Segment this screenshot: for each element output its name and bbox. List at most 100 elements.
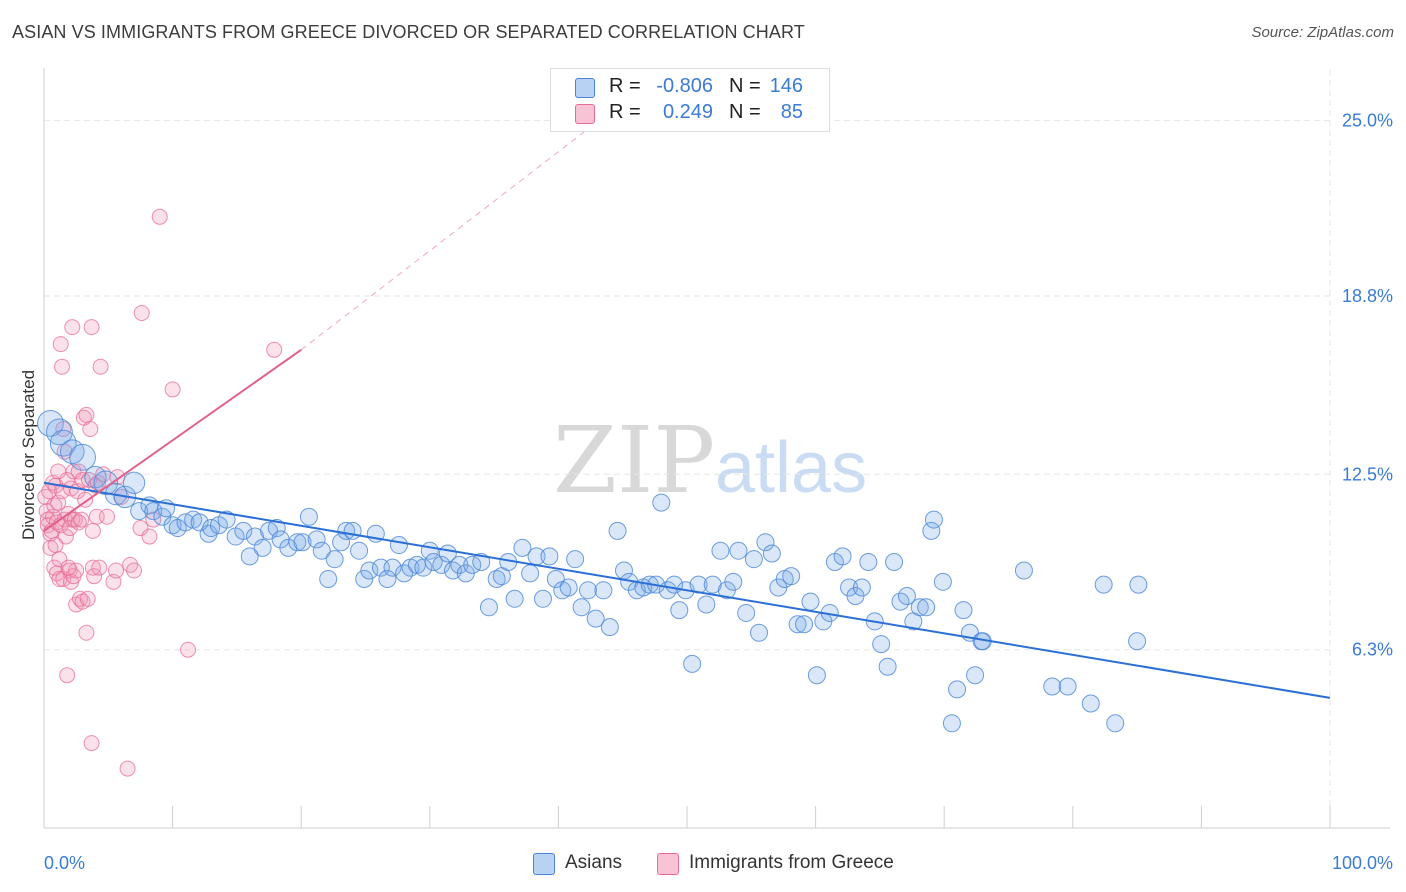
asian-point xyxy=(343,521,362,540)
source-note: Source: ZipAtlas.com xyxy=(1251,24,1394,41)
y-tick-labels: 6.3% 12.5% 18.8% 25.0% xyxy=(1342,111,1393,660)
asian-point xyxy=(1043,677,1062,696)
asian-point xyxy=(332,533,351,552)
greece-point xyxy=(78,406,95,423)
asian-point xyxy=(1058,677,1077,696)
asian-point xyxy=(737,603,756,622)
asian-point xyxy=(948,680,967,699)
asian-point xyxy=(566,550,585,569)
asian-point xyxy=(521,564,540,583)
asian-point xyxy=(1081,694,1100,713)
asian-point xyxy=(724,572,743,591)
asians-legend-label: Asians xyxy=(565,852,623,873)
greece-point xyxy=(84,559,101,576)
asian-point xyxy=(546,569,565,588)
asian-point xyxy=(46,418,73,446)
greece-point xyxy=(52,336,69,353)
asian-point xyxy=(240,547,259,566)
asian-point xyxy=(807,666,826,685)
greece-point xyxy=(141,528,158,545)
asian-point xyxy=(942,714,961,733)
greece-point xyxy=(133,305,150,322)
asian-point xyxy=(217,510,236,529)
asian-point xyxy=(414,558,433,577)
asian-point xyxy=(756,533,775,552)
asian-point xyxy=(378,569,397,588)
greece-point xyxy=(86,568,103,585)
greece-point xyxy=(266,341,283,358)
greece-trend-line xyxy=(43,348,302,532)
y-tick-label: 18.8% xyxy=(1342,286,1393,306)
asian-points xyxy=(37,409,1148,733)
asian-point xyxy=(383,558,402,577)
greece-point xyxy=(54,358,71,375)
asian-point xyxy=(312,541,331,560)
n-value: 85 xyxy=(780,101,803,123)
n-value: 146 xyxy=(769,75,803,97)
r-value: -0.806 xyxy=(656,75,713,97)
asian-point xyxy=(878,657,897,676)
asian-point xyxy=(505,589,524,608)
asian-point xyxy=(307,530,326,549)
greece-point xyxy=(64,319,81,336)
asian-point xyxy=(472,553,491,572)
asian-trend-line xyxy=(43,481,1331,699)
greece-point xyxy=(79,590,96,607)
watermark-atlas: atlas xyxy=(715,428,867,508)
greece-point xyxy=(73,511,90,528)
n-label: N = xyxy=(729,101,761,123)
y-tick-label: 6.3% xyxy=(1352,640,1393,660)
greece-point xyxy=(180,641,197,658)
r-label: R = xyxy=(609,101,641,123)
asian-point xyxy=(389,536,408,555)
asian-point xyxy=(1106,714,1125,733)
asian-point xyxy=(1014,561,1033,580)
greece-point xyxy=(108,562,125,579)
asian-point xyxy=(69,443,96,471)
greece-point xyxy=(78,624,95,641)
greece-point xyxy=(60,559,77,576)
asian-point xyxy=(479,598,498,617)
asian-point xyxy=(594,581,613,600)
greece-swatch xyxy=(575,104,595,124)
greece-legend-swatch xyxy=(657,853,679,875)
asian-point xyxy=(795,615,814,634)
legend-row-asians: R = -0.806 N = 146 xyxy=(551,75,829,101)
y-tick-label: 25.0% xyxy=(1342,111,1393,131)
grid-lines xyxy=(44,70,1331,828)
r-value: 0.249 xyxy=(662,101,713,123)
asian-point xyxy=(122,471,146,494)
asian-point xyxy=(924,510,943,529)
asian-point xyxy=(293,533,312,552)
asian-point xyxy=(652,493,671,512)
asian-point xyxy=(253,538,272,557)
greece-point xyxy=(74,593,91,610)
asian-point xyxy=(833,547,852,566)
n-label: N = xyxy=(729,75,761,97)
asian-point xyxy=(1129,575,1148,594)
greece-point xyxy=(83,319,100,336)
asian-point xyxy=(513,538,532,557)
asian-point xyxy=(966,666,985,685)
asian-point xyxy=(933,572,952,591)
greece-point xyxy=(99,508,116,525)
greece-point xyxy=(83,735,100,752)
greece-point xyxy=(126,562,143,579)
asian-point xyxy=(782,567,801,586)
asian-point xyxy=(279,538,298,557)
asian-point xyxy=(917,598,936,617)
asian-point xyxy=(872,635,891,654)
greece-point xyxy=(82,421,99,438)
asian-point xyxy=(319,569,338,588)
y-axis-title: Divorced or Separated xyxy=(19,370,38,540)
asian-point xyxy=(288,533,307,552)
asian-point xyxy=(697,595,716,614)
greece-point xyxy=(164,381,181,398)
asian-point xyxy=(299,507,318,526)
asian-point xyxy=(762,544,781,563)
asian-point xyxy=(885,553,904,572)
greece-point xyxy=(92,358,109,375)
asian-point xyxy=(600,618,619,637)
series-legend: Asians Immigrants from Greece xyxy=(0,852,1406,878)
